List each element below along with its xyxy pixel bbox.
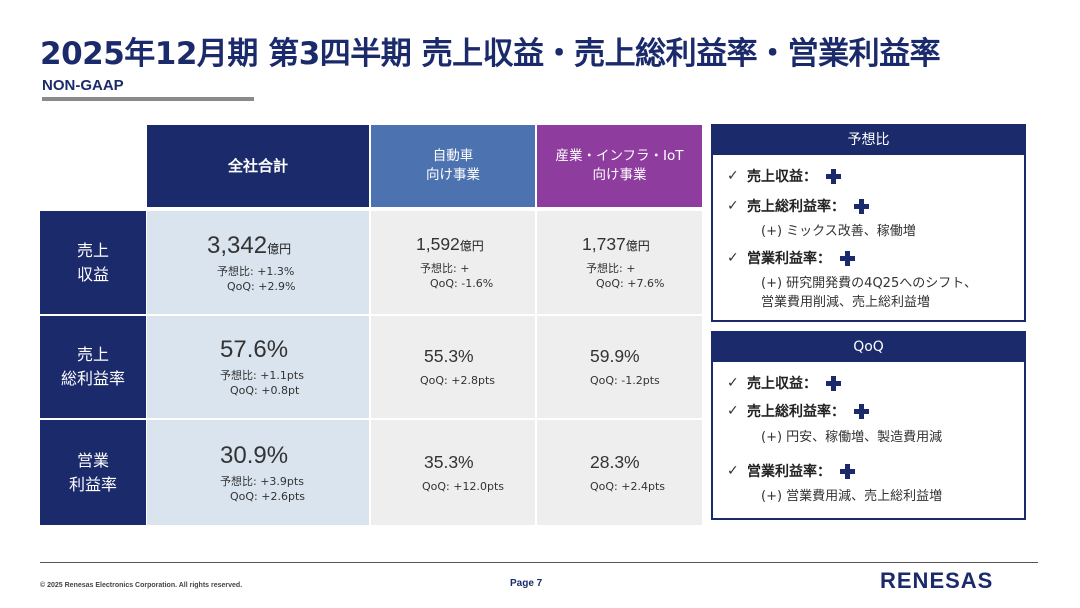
subtitle-underline xyxy=(42,97,254,101)
note-forecast: 予想比: + xyxy=(586,262,636,275)
item-label: 営業利益率： xyxy=(747,251,831,267)
row-label-revenue: 売上 収益 xyxy=(40,211,146,314)
value: 30.9% xyxy=(220,441,289,469)
check-icon: ✓ xyxy=(727,198,739,214)
header-automotive: 自動車 向け事業 xyxy=(371,125,535,207)
note-qoq: QoQ: +2.6pts xyxy=(230,489,305,503)
plus-icon xyxy=(853,198,870,215)
header-automotive-line1: 自動車 xyxy=(432,148,474,164)
header-iiot-line2: 向け事業 xyxy=(592,167,647,183)
row-label-line1: 売上 xyxy=(76,240,109,260)
row-label-line1: 売上 xyxy=(76,345,109,364)
value: 59.9% xyxy=(590,346,640,366)
cell-operating-margin-automotive: 35.3% QoQ: +12.0pts xyxy=(371,420,535,525)
check-icon: ✓ xyxy=(727,168,739,184)
value: 35.3% xyxy=(424,451,474,472)
forecast-gross-margin-detail: (+) ミックス改善、稼働増 xyxy=(761,224,916,239)
plus-icon xyxy=(839,250,856,267)
cell-gross-margin-automotive: 55.3% QoQ: +2.8pts xyxy=(371,316,535,418)
note-qoq: QoQ: +7.6% xyxy=(596,277,665,290)
cell-revenue-total: 3,342億円 予想比: +1.3% QoQ: +2.9% xyxy=(147,211,369,314)
note-qoq: QoQ: +0.8pt xyxy=(230,384,300,397)
forecast-item-revenue: ✓ 売上収益： xyxy=(727,166,842,186)
qoq-gross-margin-detail: (+) 円安、稼働増、製造費用減 xyxy=(761,430,943,445)
row-label-line1: 営業 xyxy=(76,450,109,470)
renesas-logo: RENESAS xyxy=(880,568,994,593)
header-automotive-line2: 向け事業 xyxy=(426,167,480,183)
unit: 億円 xyxy=(267,241,292,256)
qoq-item-gross-margin: ✓ 売上総利益率： xyxy=(727,401,870,421)
note-qoq: QoQ: +12.0pts xyxy=(422,479,504,493)
cell-gross-margin-iiot: 59.9% QoQ: -1.2pts xyxy=(537,316,702,418)
cell-revenue-automotive: 1,592億円 予想比: + QoQ: -1.6% xyxy=(371,211,535,314)
forecast-operating-margin-detail-2: 営業費用削減、売上総利益増 xyxy=(761,295,931,310)
check-icon: ✓ xyxy=(727,403,739,419)
note-forecast: 予想比: +3.9pts xyxy=(220,474,304,488)
plus-icon xyxy=(853,403,870,420)
forecast-panel: 予想比 ✓ 売上収益： ✓ 売上総利益率： (+) ミックス改善、稼働増 ✓ 営… xyxy=(711,124,1026,322)
note-forecast: 予想比: +1.1pts xyxy=(220,369,304,382)
row-label-gross-margin: 売上 総利益率 xyxy=(40,316,146,418)
value: 1,737 xyxy=(582,234,626,254)
page-title: 2025年12月期 第3四半期 売上収益・売上総利益率・営業利益率 xyxy=(40,36,941,72)
cell-operating-margin-total: 30.9% 予想比: +3.9pts QoQ: +2.6pts xyxy=(147,420,369,525)
note-forecast: 予想比: +1.3% xyxy=(217,264,295,278)
row-label-line2: 利益率 xyxy=(68,474,117,494)
note-qoq: QoQ: +2.4pts xyxy=(590,479,665,493)
forecast-panel-header: 予想比 xyxy=(713,126,1024,155)
check-icon: ✓ xyxy=(727,463,739,479)
qoq-panel: QoQ ✓ 売上収益： ✓ 売上総利益率： (+) 円安、稼働増、製造費用減 ✓… xyxy=(711,331,1026,520)
item-label: 売上総利益率： xyxy=(747,404,845,420)
value: 3,342 xyxy=(207,231,268,259)
qoq-operating-margin-detail: (+) 営業費用減、売上総利益増 xyxy=(761,489,943,504)
header-iiot: 産業・インフラ・IoT 向け事業 xyxy=(537,125,702,207)
check-icon: ✓ xyxy=(727,250,739,266)
unit: 億円 xyxy=(625,239,650,253)
qoq-item-revenue: ✓ 売上収益： xyxy=(727,373,842,393)
row-label-line2: 収益 xyxy=(76,264,109,284)
item-label: 営業利益率： xyxy=(747,464,831,480)
note-forecast: 予想比: + xyxy=(420,262,470,275)
forecast-item-gross-margin: ✓ 売上総利益率： xyxy=(727,196,870,216)
value: 28.3% xyxy=(590,451,640,472)
plus-icon xyxy=(825,375,842,392)
qoq-item-operating-margin: ✓ 営業利益率： xyxy=(727,461,856,481)
value: 55.3% xyxy=(424,346,474,366)
cell-operating-margin-iiot: 28.3% QoQ: +2.4pts xyxy=(537,420,702,525)
row-label-operating-margin: 営業 利益率 xyxy=(40,420,146,525)
note-qoq: QoQ: +2.8pts xyxy=(420,374,495,387)
cell-gross-margin-total: 57.6% 予想比: +1.1pts QoQ: +0.8pt xyxy=(147,316,369,418)
plus-icon xyxy=(839,463,856,480)
page-subtitle: NON-GAAP xyxy=(42,77,124,94)
item-label: 売上収益： xyxy=(747,169,817,185)
page-number: Page 7 xyxy=(510,578,543,589)
copyright: © 2025 Renesas Electronics Corporation. … xyxy=(40,582,243,589)
note-qoq: QoQ: -1.6% xyxy=(430,277,494,290)
plus-icon xyxy=(825,168,842,185)
value: 1,592 xyxy=(416,234,460,254)
note-qoq: QoQ: +2.9% xyxy=(227,279,296,293)
header-iiot-line1: 産業・インフラ・IoT xyxy=(555,148,684,164)
cell-revenue-iiot: 1,737億円 予想比: + QoQ: +7.6% xyxy=(537,211,702,314)
qoq-panel-header: QoQ xyxy=(713,333,1024,362)
forecast-operating-margin-detail-1: (+) 研究開発費の4Q25へのシフト、 xyxy=(761,276,977,291)
unit: 億円 xyxy=(459,239,484,253)
check-icon: ✓ xyxy=(727,375,739,391)
footer-divider xyxy=(40,562,1038,563)
value: 57.6% xyxy=(220,336,289,363)
row-label-line2: 総利益率 xyxy=(60,369,125,388)
item-label: 売上収益： xyxy=(747,376,817,392)
header-total-label: 全社合計 xyxy=(227,156,288,175)
note-qoq: QoQ: -1.2pts xyxy=(590,374,660,387)
forecast-item-operating-margin: ✓ 営業利益率： xyxy=(727,248,856,268)
item-label: 売上総利益率： xyxy=(747,199,845,215)
header-total: 全社合計 xyxy=(147,125,369,207)
